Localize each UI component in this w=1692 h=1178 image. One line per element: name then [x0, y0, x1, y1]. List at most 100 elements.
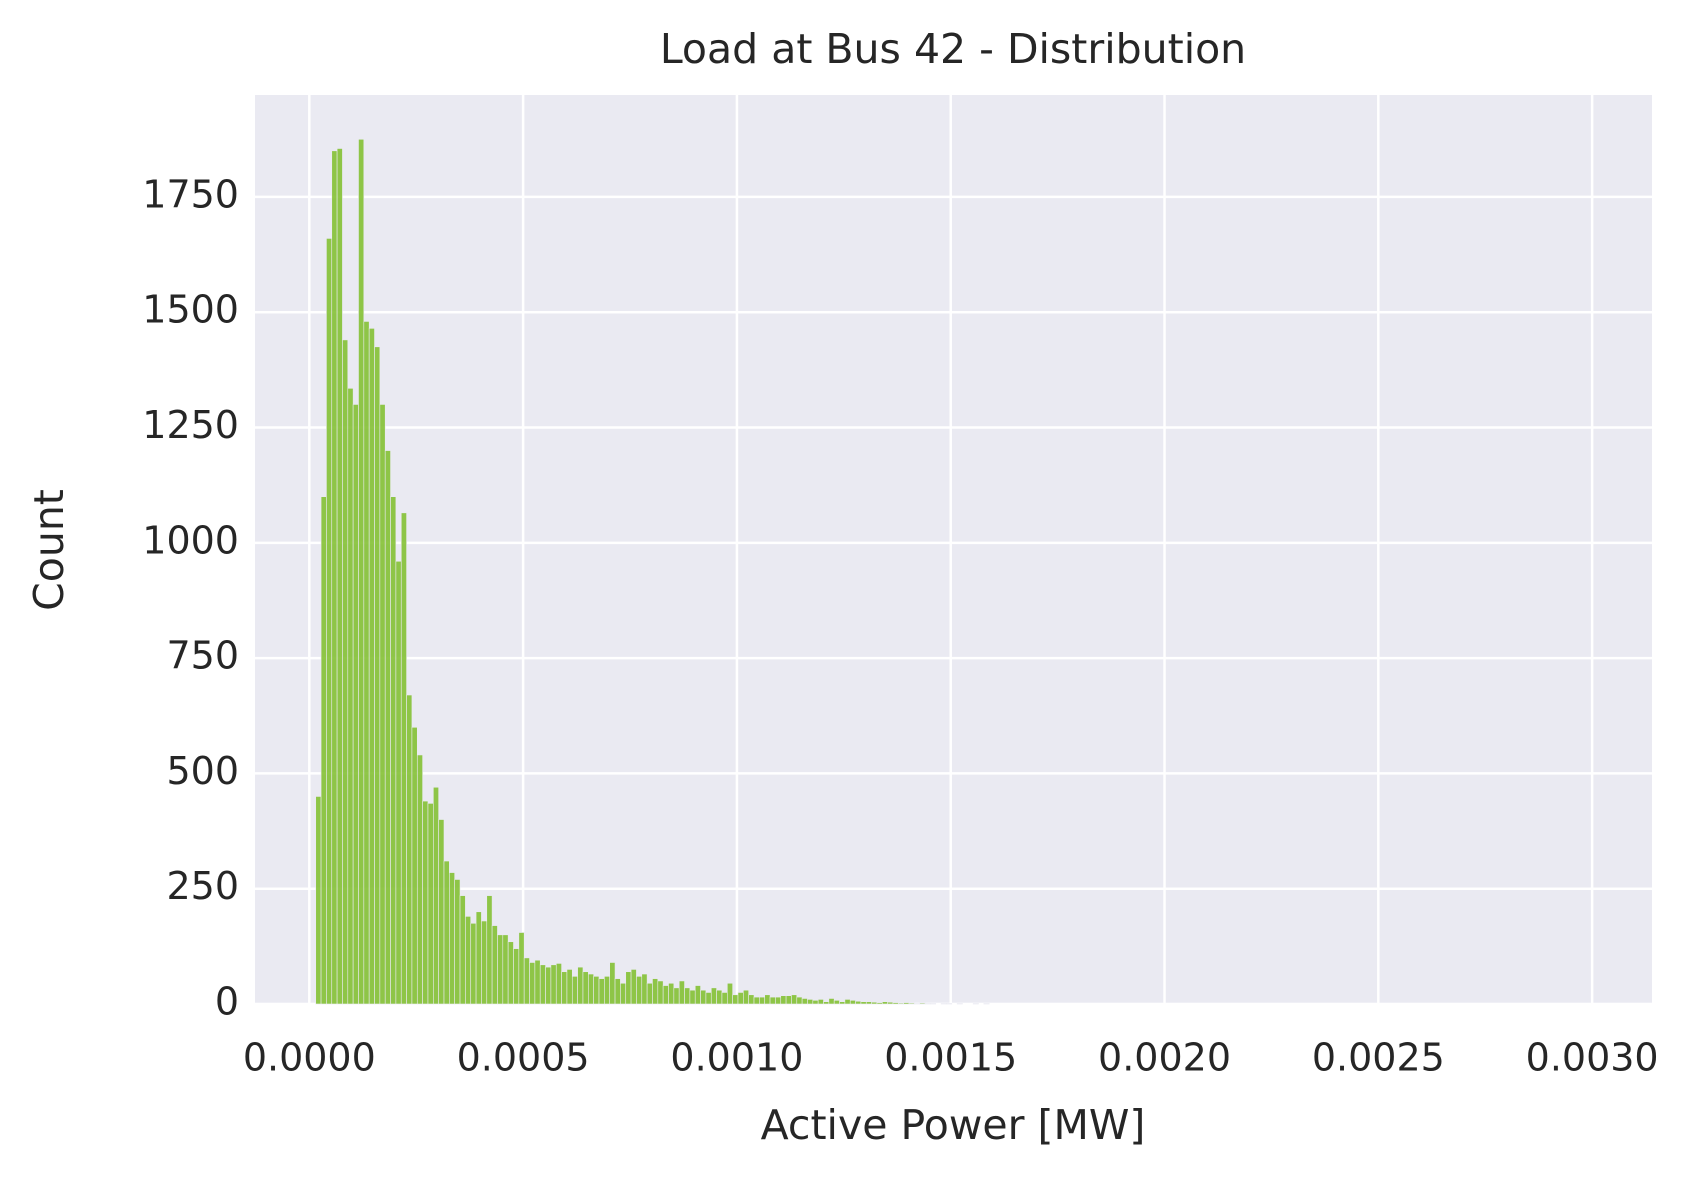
bar: [577, 966, 584, 1005]
bar: [566, 969, 573, 1005]
bar: [855, 1000, 862, 1005]
bar: [657, 980, 664, 1005]
bar: [433, 786, 439, 1005]
bar: [427, 803, 434, 1005]
bar: [406, 694, 413, 1005]
bar: [620, 982, 627, 1005]
bar: [764, 994, 771, 1005]
bar: [705, 992, 712, 1005]
bar: [347, 388, 354, 1005]
bar: [646, 982, 653, 1005]
bar: [732, 994, 739, 1005]
bar: [454, 879, 461, 1005]
bar: [625, 971, 632, 1005]
y-tick-label: 750: [166, 634, 239, 678]
bar: [849, 1000, 856, 1005]
x-tick-label: 0.0015: [884, 1036, 1017, 1080]
bar: [780, 995, 787, 1005]
bar: [320, 496, 327, 1005]
bar: [748, 994, 755, 1005]
x-tick-label: 0.0000: [243, 1036, 376, 1080]
bar: [887, 1001, 894, 1005]
bar: [336, 148, 343, 1005]
y-axis-label: Count: [25, 489, 73, 611]
y-tick-label: 250: [166, 864, 239, 908]
bar: [475, 911, 482, 1005]
bar: [443, 860, 450, 1005]
bar: [817, 999, 824, 1005]
bar: [342, 339, 349, 1005]
bar: [561, 971, 568, 1005]
y-tick-label: 0: [215, 980, 239, 1024]
bar: [700, 989, 707, 1005]
bar: [892, 1002, 899, 1005]
plot-background: [255, 95, 1652, 1004]
bar: [833, 1000, 840, 1005]
bar: [721, 992, 728, 1005]
bar: [737, 992, 744, 1005]
bar: [400, 512, 407, 1005]
bar: [368, 328, 375, 1005]
bar: [823, 1001, 830, 1005]
bar: [668, 982, 675, 1005]
bar: [636, 976, 643, 1005]
bar: [598, 978, 605, 1005]
bar: [491, 925, 498, 1005]
bar: [390, 496, 397, 1005]
bar: [545, 966, 552, 1005]
bar: [326, 238, 333, 1005]
bar: [908, 1002, 915, 1005]
bar: [593, 976, 600, 1005]
bar: [662, 985, 669, 1005]
bar: [523, 957, 530, 1005]
bar: [828, 998, 835, 1005]
bar: [689, 989, 696, 1005]
bar: [539, 964, 546, 1005]
bar: [513, 948, 520, 1005]
chart-title: Load at Bus 42 - Distribution: [660, 25, 1246, 73]
bar: [465, 916, 472, 1005]
bar: [550, 964, 557, 1005]
bar: [486, 895, 493, 1005]
bar: [379, 404, 386, 1005]
bar: [710, 987, 717, 1005]
bar: [363, 321, 370, 1005]
bar: [374, 346, 381, 1005]
x-axis-label: Active Power [MW]: [761, 1101, 1146, 1149]
bar: [582, 971, 589, 1005]
bar: [865, 1001, 872, 1005]
x-tick-label: 0.0005: [457, 1036, 590, 1080]
bar: [871, 1001, 878, 1005]
bar: [743, 989, 749, 1005]
bar: [315, 796, 322, 1005]
bar: [352, 404, 359, 1005]
bar: [411, 726, 418, 1005]
bar: [684, 987, 691, 1005]
bar: [384, 450, 391, 1005]
bar: [358, 138, 365, 1005]
bar: [481, 920, 488, 1005]
bar: [449, 872, 455, 1005]
bar: [641, 973, 648, 1005]
bar: [876, 1002, 883, 1005]
bar: [769, 996, 776, 1005]
y-tick-label: 1500: [142, 288, 239, 332]
bar: [919, 1002, 926, 1005]
bar: [630, 969, 637, 1005]
y-tick-label: 500: [166, 749, 239, 793]
bar: [882, 1001, 888, 1005]
bar: [422, 800, 429, 1005]
bar: [753, 996, 760, 1005]
bar: [588, 973, 594, 1005]
bar: [395, 560, 402, 1005]
bar: [860, 1001, 867, 1005]
x-tick-label: 0.0025: [1312, 1036, 1445, 1080]
bar: [844, 999, 851, 1005]
bar: [791, 994, 798, 1005]
y-tick-label: 1250: [142, 403, 239, 447]
bar: [497, 934, 504, 1005]
bar: [716, 989, 723, 1005]
bar: [416, 754, 423, 1005]
bar: [801, 998, 808, 1005]
